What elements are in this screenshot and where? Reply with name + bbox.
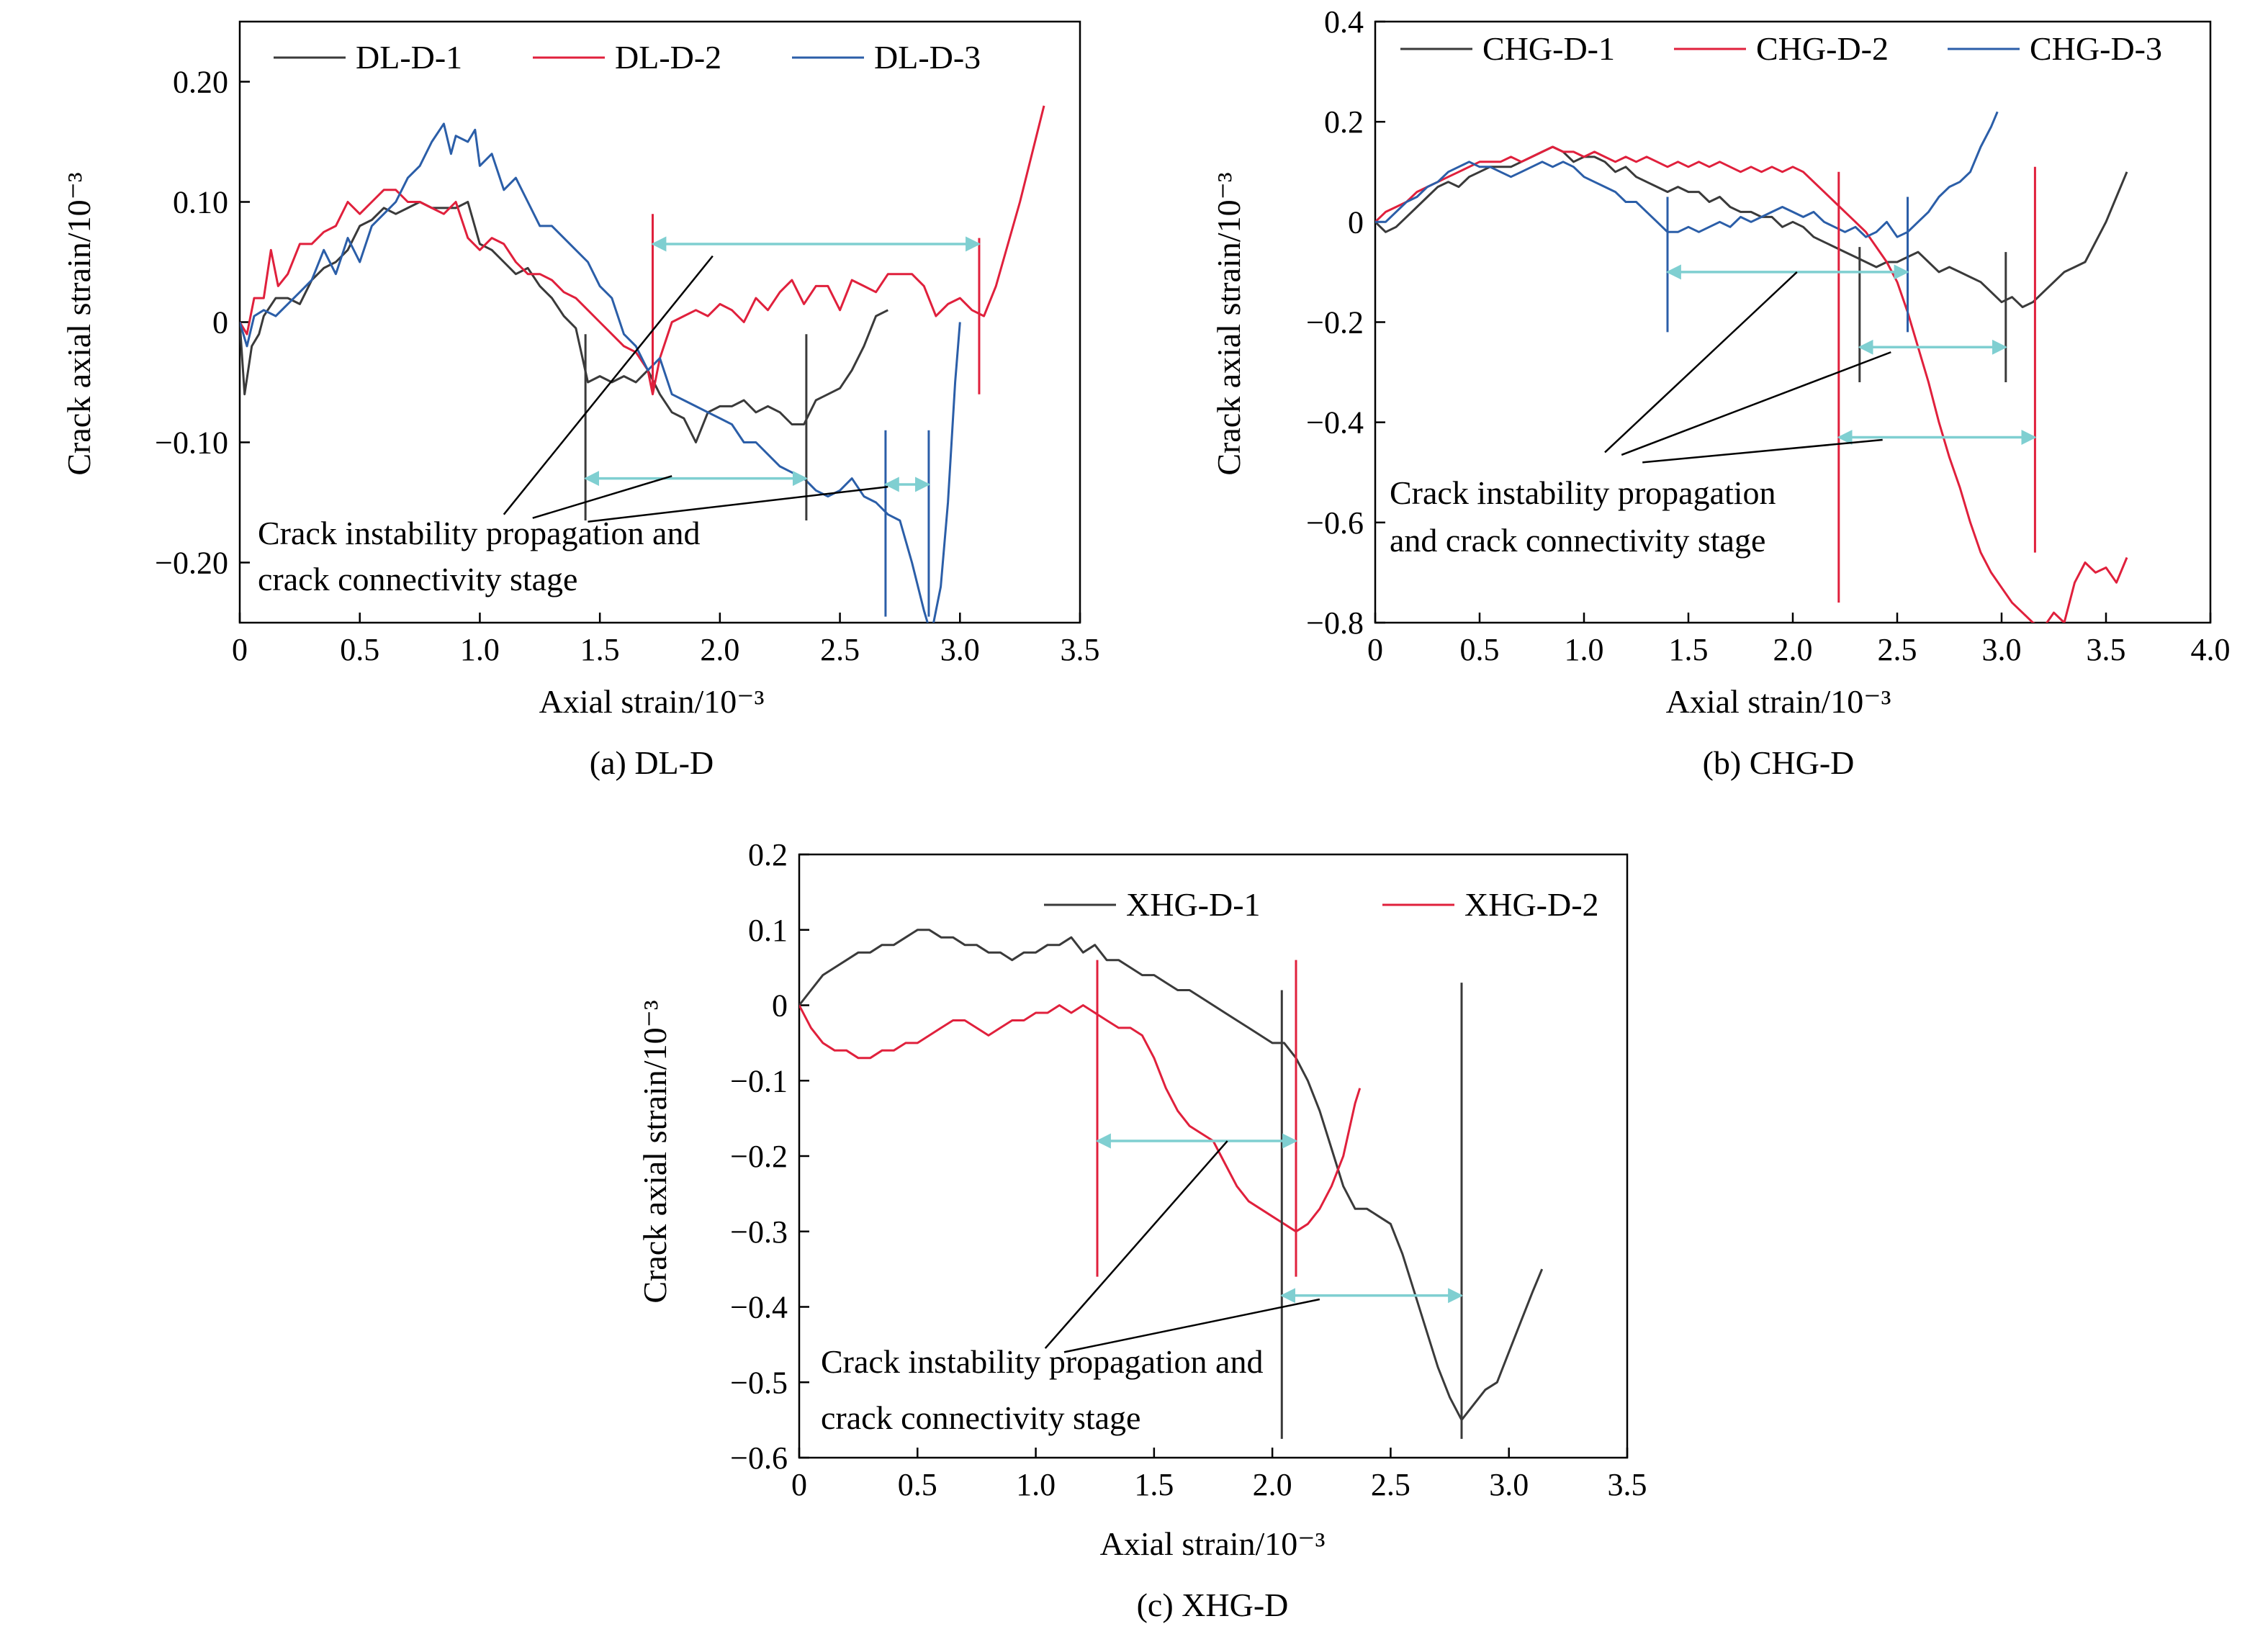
legend-label: XHG-D-1 [1126,886,1261,923]
annotation-leader-line [588,486,888,523]
y-tick-label: 0 [772,988,788,1024]
x-tick-label: 0 [1367,632,1383,667]
x-axis-label: Axial strain/10⁻³ [1100,1525,1326,1562]
y-tick-label: −0.1 [730,1063,788,1098]
y-axis-label: Crack axial strain/10⁻³ [636,1000,673,1303]
chart-panel-a: 0 0.5 1.0 1.5 2.0 2.5 3.0 3.5 −0.20 −0.10 0 0.10 0.2… [60,20,1100,781]
x-tick-label: 1.5 [580,632,620,667]
y-tick-label: −0.6 [730,1440,788,1476]
x-axis-label: Axial strain/10⁻³ [539,683,765,720]
y-tick-label: −0.4 [730,1290,788,1325]
x-tick-label: 1.0 [1016,1467,1056,1502]
y-tick-label: 0.4 [1324,4,1364,40]
x-tick-label: 3.5 [1061,632,1100,667]
x-tick-label: 0.5 [340,632,379,667]
legend-label: XHG-D-2 [1464,886,1599,923]
plot-area: 0 0.5 1.0 1.5 2.0 2.5 3.0 3.5 4.0 −0.8 −0.6 −0.4 −0.… [1306,4,2230,667]
annotation-leader-line [1044,1140,1228,1349]
x-tick-label: 1.0 [460,632,500,667]
chart-panel-b: 0 0.5 1.0 1.5 2.0 2.5 3.0 3.5 4.0 −0.8 −0.6 −0.4 −0.… [1210,4,2231,781]
y-tick-label: 0.10 [173,185,228,220]
annotation-line-2: crack connectivity stage [821,1399,1140,1436]
annotation-leader-line [532,475,672,519]
x-tick-label: 2.5 [820,632,860,667]
x-tick-label: 4.0 [2191,632,2231,667]
x-tick-label: 0 [791,1467,807,1502]
legend-label: DL-D-3 [874,39,981,76]
annotation-line-2: crack connectivity stage [258,561,577,597]
y-tick-label: 0 [212,305,228,340]
annotation-leader-line [1621,351,1891,456]
annotation-line-1: Crack instability propagation and [821,1343,1263,1380]
annotation-line-1: Crack instability propagation and [258,515,700,551]
panel-caption: (b) CHG-D [1703,744,1855,781]
legend-label: CHG-D-3 [2030,30,2162,67]
y-tick-label: −0.2 [730,1139,788,1174]
chart-panel-c: 0 0.5 1.0 1.5 2.0 2.5 3.0 3.5 −0.6 −0.5 −0.4 −0.3 −0… [636,837,1647,1623]
annotation-leader-line [1604,271,1798,453]
y-tick-label: −0.6 [1306,505,1364,541]
x-tick-label: 2.5 [1371,1467,1410,1502]
x-tick-label: 2.0 [1773,632,1813,667]
series-layer [799,929,1544,1439]
x-tick-label: 1.5 [1669,632,1709,667]
legend-label: DL-D-1 [356,39,462,76]
x-tick-label: 2.5 [1878,632,1917,667]
series-line-dl-d-1 [240,201,888,443]
y-tick-label: −0.8 [1306,605,1364,641]
y-tick-label: −0.3 [730,1214,788,1250]
y-tick-label: −0.2 [1306,305,1364,340]
legend-label: CHG-D-2 [1756,30,1889,67]
x-tick-label: 0.5 [898,1467,937,1502]
x-tick-label: 2.0 [700,632,739,667]
series-line-dl-d-3 [240,122,961,623]
y-tick-label: −0.10 [155,425,228,461]
annotation-leader-line [1642,438,1883,464]
x-tick-label: 1.0 [1565,632,1604,667]
y-tick-label: 0.2 [1324,104,1364,140]
y-axis-label: Crack axial strain/10⁻³ [60,172,97,475]
series-line-xhg-d-2 [799,1004,1362,1233]
y-tick-label: −0.20 [155,546,228,581]
y-tick-label: −0.5 [730,1365,788,1400]
plot-area: 0 0.5 1.0 1.5 2.0 2.5 3.0 3.5 −0.6 −0.5 −0.4 −0.3 −0… [730,837,1647,1502]
annotation-line-1: Crack instability propagation [1390,474,1776,511]
plot-area: 0 0.5 1.0 1.5 2.0 2.5 3.0 3.5 −0.20 −0.10 0 0.10 0.2… [155,20,1100,667]
y-tick-label: 0 [1348,204,1364,240]
x-tick-label: 0.5 [1460,632,1500,667]
y-tick-label: 0.2 [748,837,788,872]
panel-caption: (c) XHG-D [1137,1587,1289,1623]
x-tick-label: 3.0 [940,632,980,667]
annotation-leader-line [503,255,714,515]
panel-caption: (a) DL-D [590,744,714,781]
y-tick-label: 0.1 [748,913,788,948]
series-line-xhg-d-1 [799,929,1544,1422]
annotation-line-2: and crack connectivity stage [1390,522,1765,559]
series-line-chg-d-3 [1375,111,1999,238]
x-tick-label: 1.5 [1134,1467,1174,1502]
x-tick-label: 0 [232,632,248,667]
x-axis-label: Axial strain/10⁻³ [1666,683,1891,720]
y-tick-label: −0.4 [1306,405,1364,441]
y-axis-label: Crack axial strain/10⁻³ [1210,172,1247,475]
legend-label: CHG-D-1 [1482,30,1615,67]
x-tick-label: 3.5 [2087,632,2126,667]
series-line-chg-d-2 [1375,145,2128,623]
x-tick-label: 2.0 [1253,1467,1292,1502]
annotation-leader-line [1063,1298,1320,1353]
x-tick-label: 3.0 [1489,1467,1529,1502]
series-line-dl-d-2 [240,105,1045,396]
y-tick-label: 0.20 [173,65,228,100]
legend-label: DL-D-2 [615,39,721,76]
x-tick-label: 3.0 [1982,632,2022,667]
x-tick-label: 3.5 [1608,1467,1647,1502]
series-line-chg-d-1 [1375,145,2128,309]
series-layer [1375,111,2128,623]
series-layer [240,105,1045,623]
